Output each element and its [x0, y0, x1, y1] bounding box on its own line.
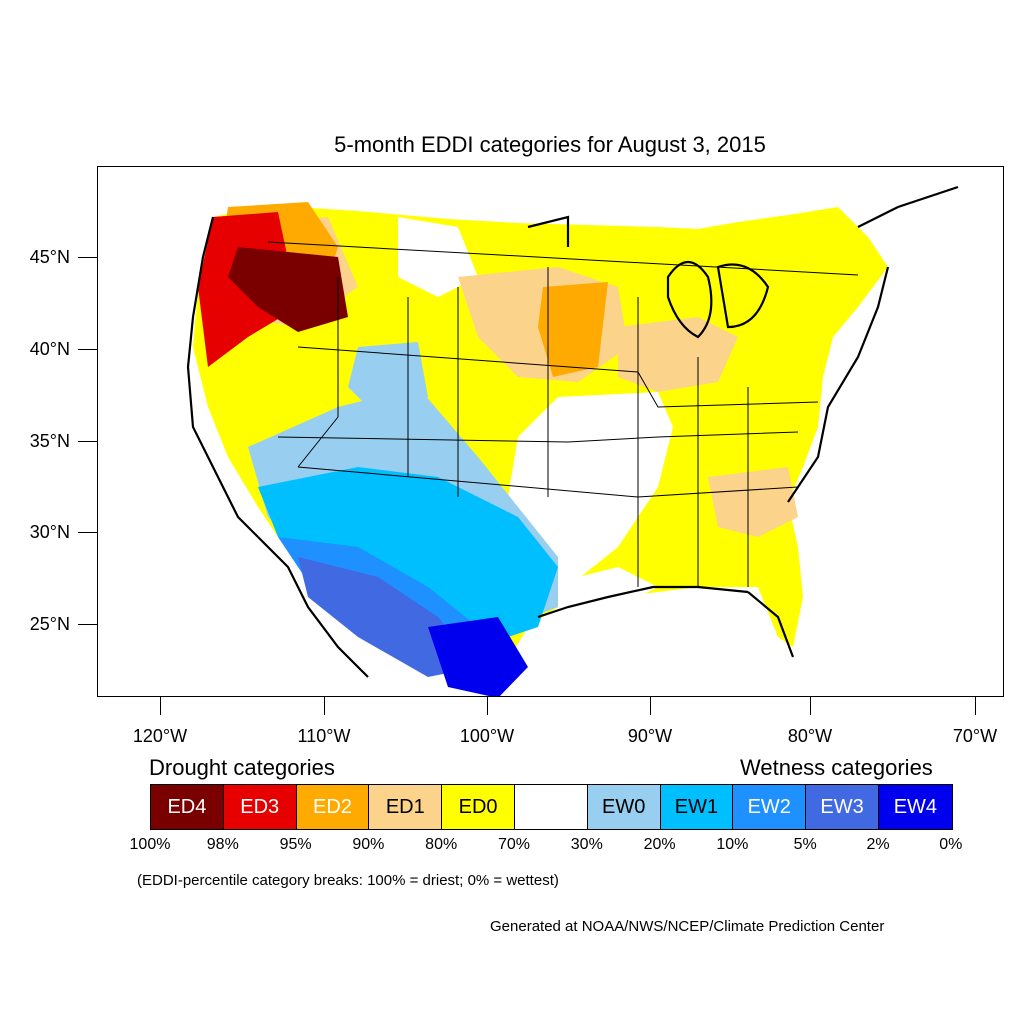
- normal-central: [508, 392, 673, 587]
- legend-box-ed2: ED2: [296, 785, 370, 829]
- lat-tick: [78, 257, 97, 258]
- lon-tick: [650, 697, 651, 715]
- category-note: (EDDI-percentile category breaks: 100% =…: [137, 872, 559, 889]
- break-label: 2%: [866, 836, 890, 853]
- break-label: 98%: [206, 836, 239, 853]
- lat-label-45: 45°N: [29, 247, 70, 267]
- drought-heading: Drought categories: [149, 755, 335, 780]
- ed2-midwest: [538, 282, 608, 377]
- break-label: 90%: [352, 836, 385, 853]
- break-label: 70%: [497, 836, 531, 853]
- lat-tick: [78, 624, 97, 625]
- lon-tick: [810, 697, 811, 715]
- lon-tick: [324, 697, 325, 715]
- ew3-mexico: [298, 557, 478, 677]
- legend-box-ew4: EW4: [878, 785, 952, 829]
- lat-tick: [78, 532, 97, 533]
- lat-tick: [78, 349, 97, 350]
- legend-box-ew2: EW2: [733, 785, 807, 829]
- lon-tick: [160, 697, 161, 715]
- lat-label-40: 40°N: [29, 339, 70, 359]
- coastlines: [186, 185, 959, 678]
- legend-box-ed3: ED3: [223, 785, 297, 829]
- wetness-heading: Wetness categories: [740, 755, 933, 780]
- break-label: 10%: [716, 836, 749, 853]
- legend-box-ew3: EW3: [806, 785, 879, 829]
- legend-box-ed4: ED4: [151, 785, 224, 829]
- break-label: 80%: [425, 836, 458, 853]
- category-legend: ED4 ED3 ED2 ED1 ED0 EW0 EW1 EW2 EW3 EW4: [150, 784, 953, 830]
- normal-gulf: [538, 567, 658, 617]
- lon-label-120: 120°W: [132, 726, 188, 746]
- break-label: 95%: [279, 836, 312, 853]
- lat-label-35: 35°N: [29, 431, 70, 451]
- lon-label-80: 80°W: [787, 726, 833, 746]
- break-label: 0%: [939, 836, 963, 853]
- credit-line: Generated at NOAA/NWS/NCEP/Climate Predi…: [490, 918, 885, 935]
- legend-box-ew0: EW0: [587, 785, 661, 829]
- lon-label-70: 70°W: [952, 726, 998, 746]
- legend-box-ed1: ED1: [369, 785, 443, 829]
- lat-label-25: 25°N: [29, 614, 70, 634]
- map-panel: [97, 166, 1004, 697]
- state-borders: [267, 241, 859, 587]
- lon-label-90: 90°W: [627, 726, 673, 746]
- legend-box-ed0: ED0: [442, 785, 515, 829]
- eddi-map: [98, 167, 1003, 696]
- lon-label-100: 100°W: [459, 726, 515, 746]
- lat-tick: [78, 441, 97, 442]
- legend-box-ew1: EW1: [660, 785, 734, 829]
- break-label: 20%: [643, 836, 676, 853]
- lon-tick: [975, 697, 976, 715]
- legend-box-normal: [514, 785, 588, 829]
- ew1-southwest: [258, 467, 558, 647]
- ed1-greatlakes: [618, 317, 738, 392]
- map-title: 5-month EDDI categories for August 3, 20…: [334, 132, 766, 157]
- lat-label-30: 30°N: [29, 522, 70, 542]
- lon-tick: [487, 697, 488, 715]
- break-label: 5%: [793, 836, 817, 853]
- ed4-northwest: [228, 247, 348, 332]
- ed1-southeast: [708, 467, 798, 537]
- break-label: 30%: [570, 836, 603, 853]
- break-label: 100%: [129, 836, 171, 853]
- lon-label-110: 110°W: [297, 726, 351, 746]
- ew4-texas: [428, 617, 528, 696]
- normal-canada: [98, 167, 1003, 227]
